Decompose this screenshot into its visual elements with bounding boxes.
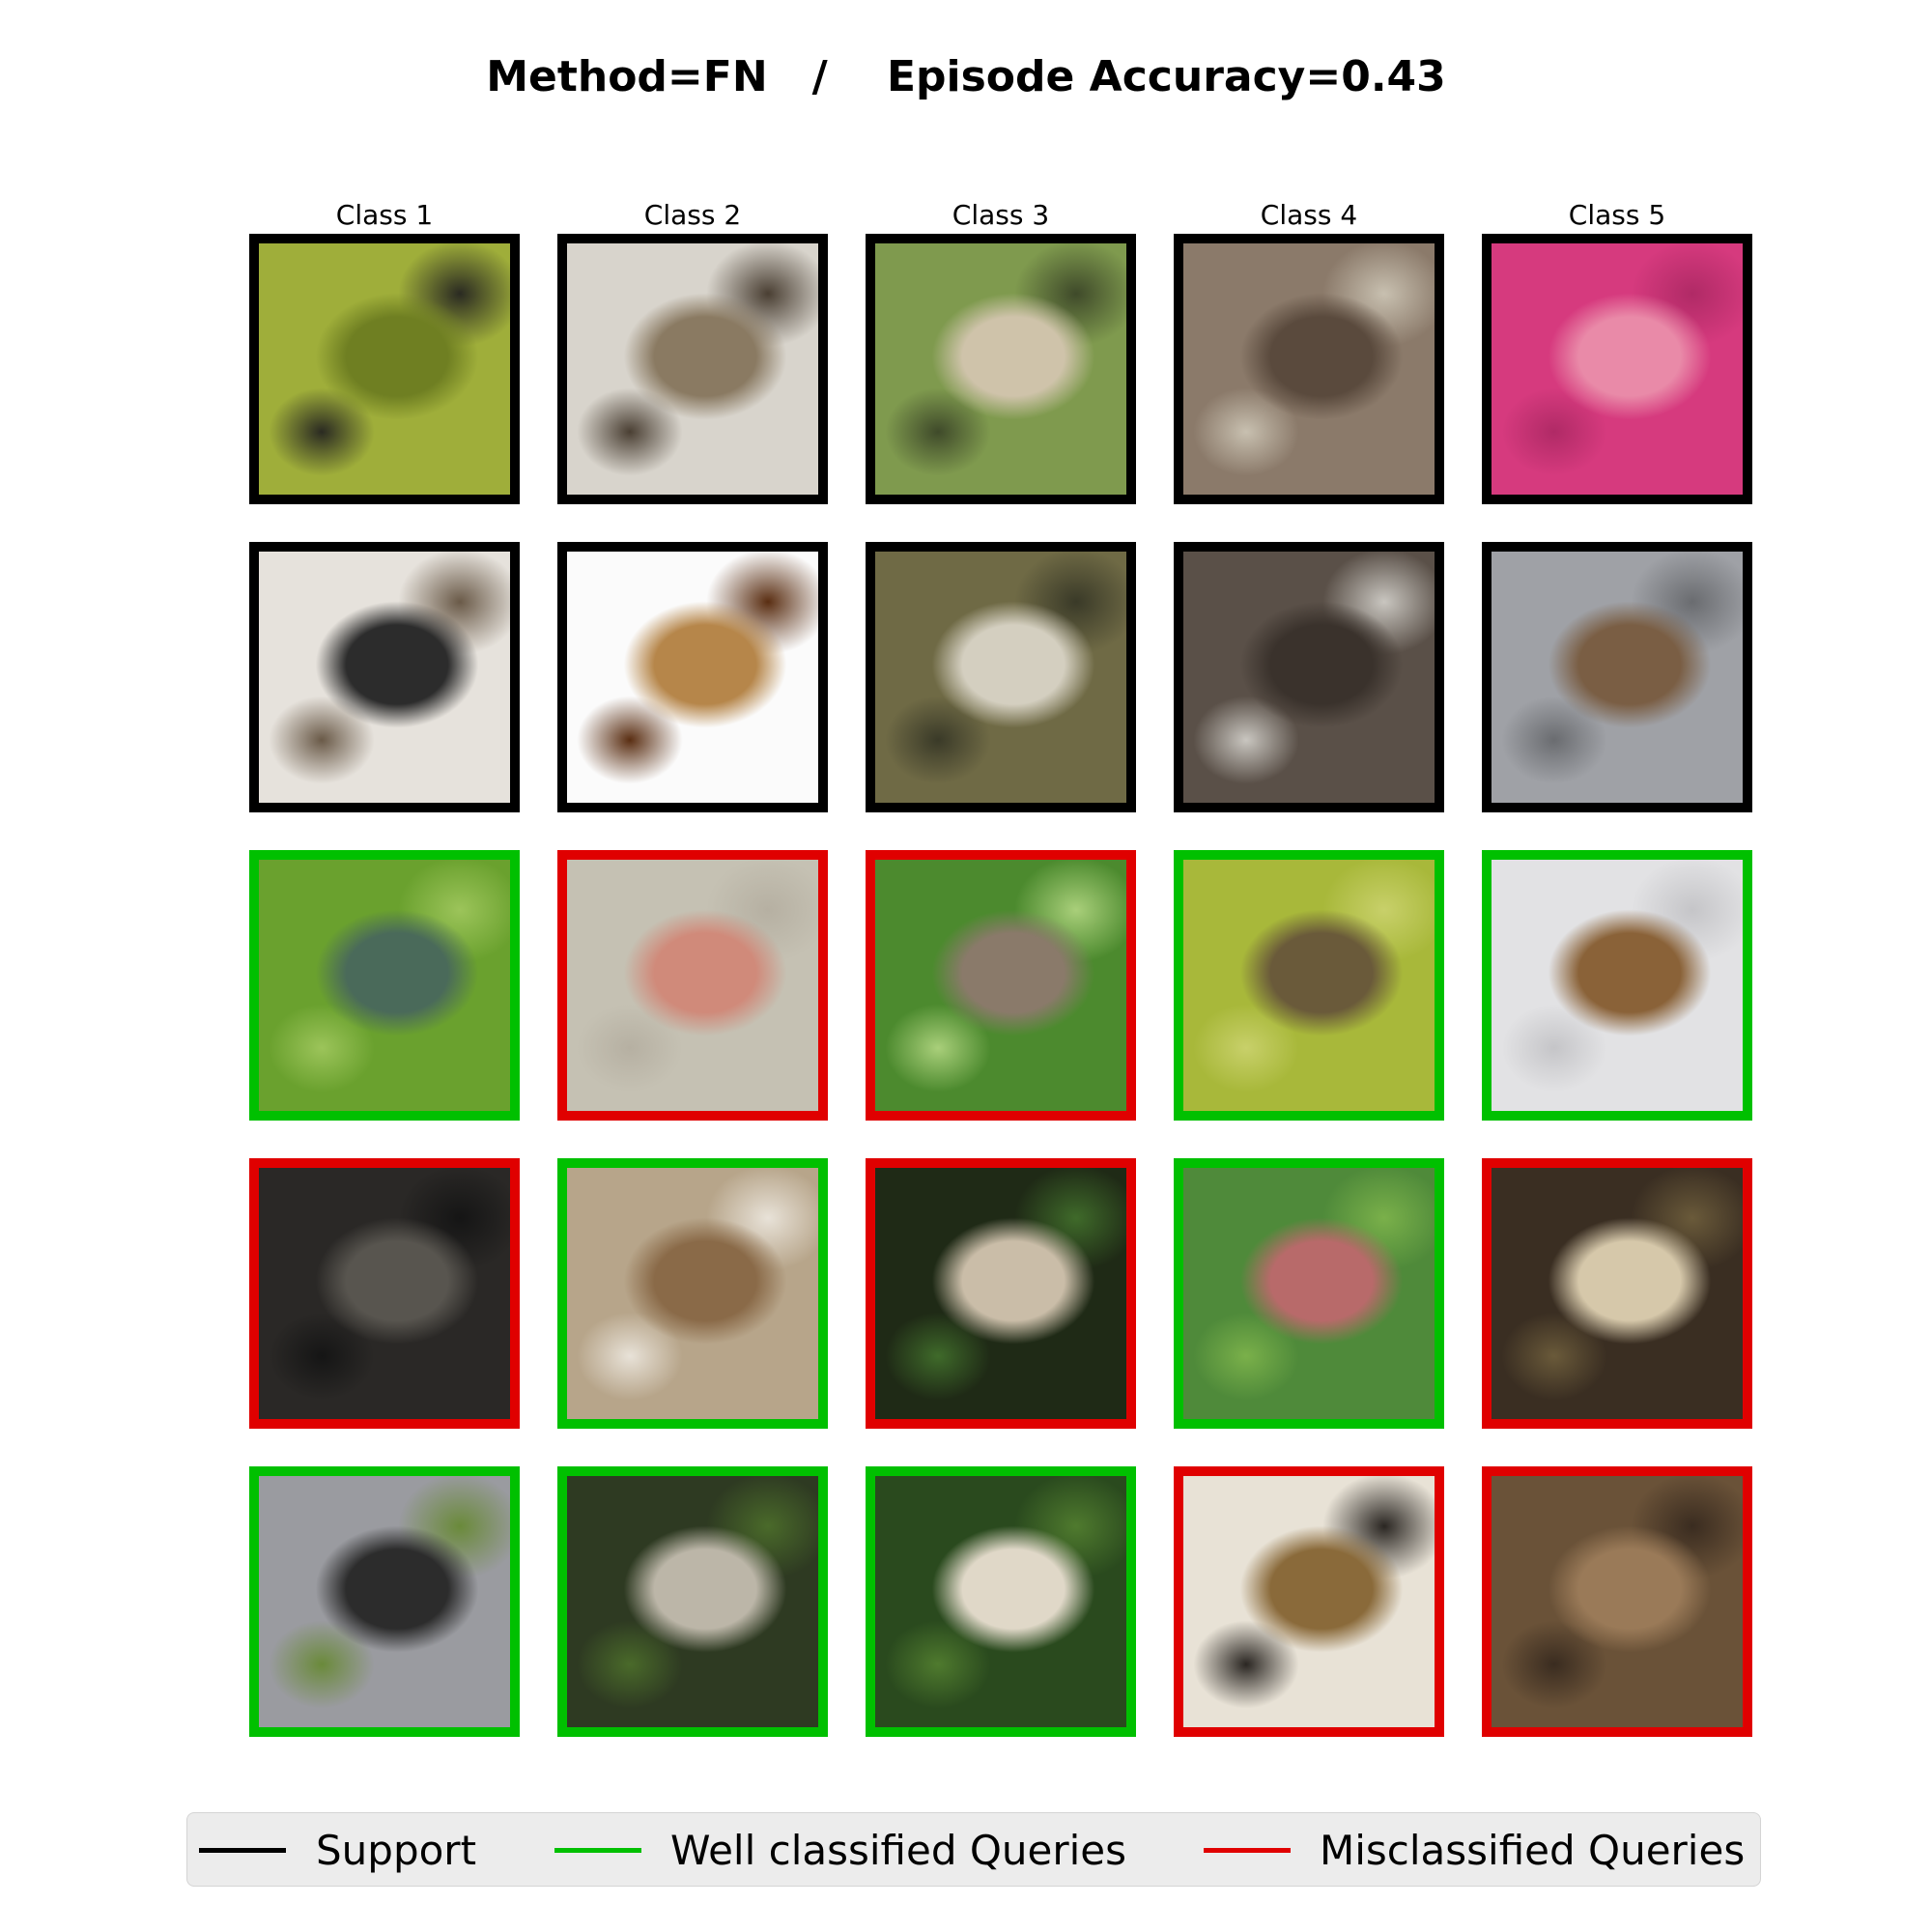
mushroom-thumbnail — [875, 1476, 1126, 1727]
misclassified-query-image-r3-c3 — [866, 850, 1136, 1121]
mushroom-thumbnail — [567, 243, 818, 495]
support-image-r1-c5 — [1482, 234, 1752, 504]
well-classified-query-image-r3-c4 — [1174, 850, 1444, 1121]
support-image-r2-c2 — [557, 542, 828, 812]
mushroom-thumbnail — [1183, 243, 1435, 495]
well-classified-query-image-r3-c5 — [1482, 850, 1752, 1121]
legend-mis-label: Misclassified Queries — [1320, 1827, 1746, 1874]
support-image-r1-c2 — [557, 234, 828, 504]
figure-title: Method=FN / Episode Accuracy=0.43 — [486, 52, 1446, 101]
misclassified-query-image-r5-c5 — [1482, 1466, 1752, 1737]
mushroom-thumbnail — [875, 860, 1126, 1111]
column-label-class-5: Class 5 — [1568, 199, 1666, 231]
support-image-r2-c4 — [1174, 542, 1444, 812]
legend-well-line — [554, 1848, 641, 1853]
misclassified-query-image-r3-c2 — [557, 850, 828, 1121]
mushroom-thumbnail — [1492, 243, 1743, 495]
support-image-r2-c5 — [1482, 542, 1752, 812]
mushroom-thumbnail — [1492, 1168, 1743, 1419]
mushroom-thumbnail — [567, 1168, 818, 1419]
column-label-class-1: Class 1 — [335, 199, 434, 231]
mushroom-thumbnail — [567, 860, 818, 1111]
support-image-r1-c1 — [249, 234, 520, 504]
well-classified-query-image-r4-c4 — [1174, 1158, 1444, 1429]
column-label-class-3: Class 3 — [952, 199, 1050, 231]
mushroom-thumbnail — [1183, 860, 1435, 1111]
well-classified-query-image-r4-c2 — [557, 1158, 828, 1429]
support-image-r1-c3 — [866, 234, 1136, 504]
support-image-r2-c3 — [866, 542, 1136, 812]
mushroom-thumbnail — [567, 552, 818, 803]
mushroom-thumbnail — [1183, 552, 1435, 803]
legend-mis-line — [1204, 1848, 1291, 1853]
well-classified-query-image-r3-c1 — [249, 850, 520, 1121]
mushroom-thumbnail — [259, 860, 510, 1111]
support-image-r2-c1 — [249, 542, 520, 812]
legend-support-line — [199, 1848, 286, 1853]
mushroom-thumbnail — [1183, 1168, 1435, 1419]
mushroom-thumbnail — [259, 243, 510, 495]
misclassified-query-image-r4-c5 — [1482, 1158, 1752, 1429]
mushroom-thumbnail — [1492, 1476, 1743, 1727]
column-label-class-2: Class 2 — [643, 199, 742, 231]
well-classified-query-image-r5-c2 — [557, 1466, 828, 1737]
misclassified-query-image-r4-c3 — [866, 1158, 1136, 1429]
mushroom-thumbnail — [259, 1476, 510, 1727]
misclassified-query-image-r5-c4 — [1174, 1466, 1444, 1737]
legend-support-label: Support — [316, 1827, 477, 1874]
mushroom-thumbnail — [875, 552, 1126, 803]
mushroom-thumbnail — [1492, 552, 1743, 803]
mushroom-thumbnail — [567, 1476, 818, 1727]
mushroom-thumbnail — [1492, 860, 1743, 1111]
legend-well-label: Well classified Queries — [670, 1827, 1127, 1874]
support-image-r1-c4 — [1174, 234, 1444, 504]
column-label-class-4: Class 4 — [1260, 199, 1358, 231]
mushroom-thumbnail — [1183, 1476, 1435, 1727]
mushroom-thumbnail — [875, 243, 1126, 495]
well-classified-query-image-r5-c1 — [249, 1466, 520, 1737]
mushroom-thumbnail — [875, 1168, 1126, 1419]
misclassified-query-image-r4-c1 — [249, 1158, 520, 1429]
legend: Support Well classified Queries Misclass… — [186, 1812, 1761, 1887]
mushroom-thumbnail — [259, 552, 510, 803]
well-classified-query-image-r5-c3 — [866, 1466, 1136, 1737]
mushroom-thumbnail — [259, 1168, 510, 1419]
